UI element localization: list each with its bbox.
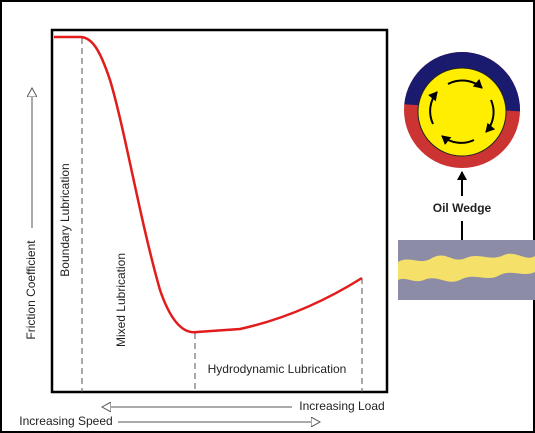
- side-label: Oil Wedge: [433, 201, 492, 215]
- region-label: Mixed Lubrication: [114, 253, 128, 347]
- x-top-label: Increasing Load: [299, 399, 384, 413]
- region-label: Boundary Lubrication: [58, 163, 72, 276]
- stribeck-diagram: Boundary Lubrication Mixed Lubrication H…: [0, 0, 535, 433]
- x-bottom-label: Increasing Speed: [19, 414, 112, 428]
- region-label: Hydrodynamic Lubrication: [208, 362, 347, 376]
- y-axis-label: Friction Coefficient: [24, 240, 38, 340]
